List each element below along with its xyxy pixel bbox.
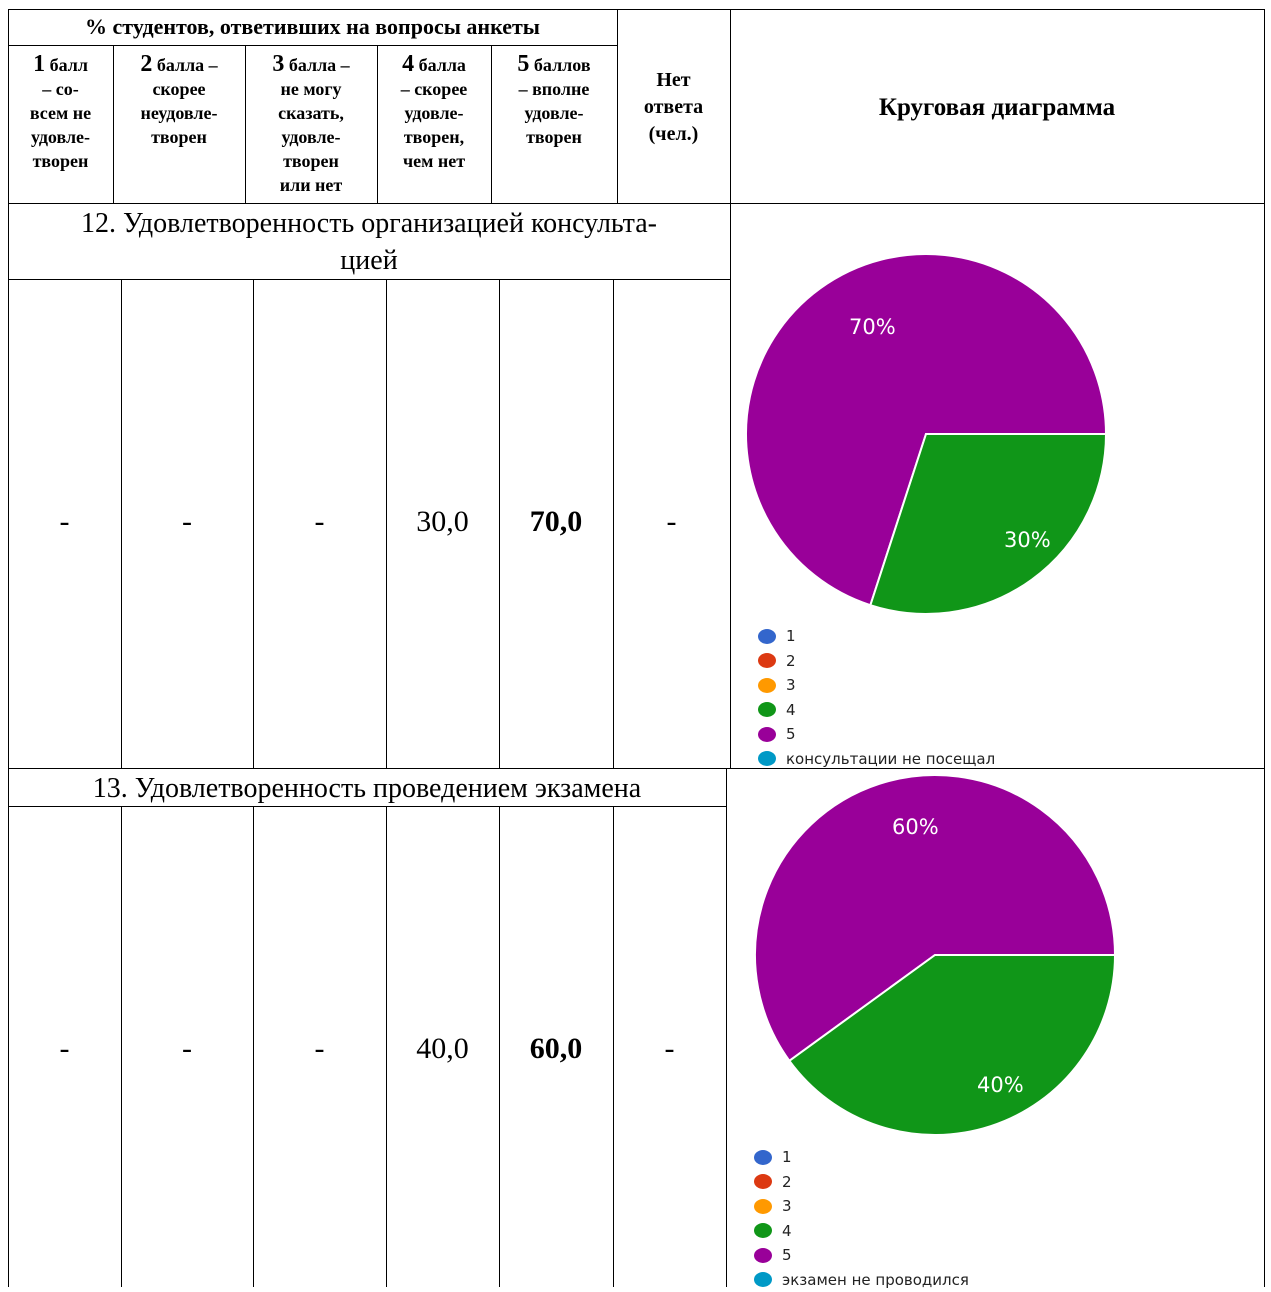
legend-item: 5 <box>754 1243 969 1268</box>
legend-dot-icon <box>754 1223 772 1238</box>
legend-dot-icon <box>754 1248 772 1263</box>
column-header-4: 4 балла – скорее удовле- творен, чем нет <box>377 52 491 173</box>
legend-label: экзамен не проводился <box>782 1271 969 1289</box>
pie-slice-label: 60% <box>892 815 939 839</box>
value-cell: 40,0 <box>386 1032 499 1066</box>
value-cell-max: 60,0 <box>499 1032 613 1066</box>
legend-item: 5 <box>758 722 995 747</box>
legend-dot-icon <box>758 653 776 668</box>
legend-dot-icon <box>758 702 776 717</box>
legend-dot-icon <box>754 1272 772 1287</box>
percent-header: % студентов, ответивших на вопросы анкет… <box>8 13 617 41</box>
value-cell: - <box>8 1032 121 1066</box>
legend-label: 1 <box>782 1148 792 1166</box>
column-header-5: 5 баллов – вполне удовле- творен <box>491 52 617 149</box>
value-cell: - <box>613 1032 726 1066</box>
legend-label: 5 <box>786 725 796 743</box>
legend-item: 2 <box>754 1170 969 1195</box>
legend-item: 1 <box>754 1145 969 1170</box>
legend-label: консультации не посещал <box>786 750 995 768</box>
value-cell: - <box>121 1032 253 1066</box>
legend-label: 3 <box>786 676 796 694</box>
pie-slice-label: 70% <box>849 315 896 339</box>
pie-slice-label: 40% <box>977 1073 1024 1097</box>
pie-chart-exam: 60% 40% <box>727 769 1263 1144</box>
legend-item: 4 <box>758 698 995 723</box>
legend-item: 2 <box>758 649 995 674</box>
legend-label: 5 <box>782 1246 792 1264</box>
pie-slice-label: 30% <box>1004 528 1051 552</box>
legend-label: 2 <box>782 1173 792 1191</box>
legend-dot-icon <box>754 1150 772 1165</box>
legend-dot-icon <box>754 1174 772 1189</box>
legend-dot-icon <box>758 629 776 644</box>
value-cell-max: 70,0 <box>499 505 613 539</box>
value-cell: 30,0 <box>386 505 499 539</box>
legend-item: 3 <box>758 673 995 698</box>
value-cell: - <box>253 505 386 539</box>
legend-item: 4 <box>754 1219 969 1244</box>
legend-label: 1 <box>786 627 796 645</box>
section-12-title: 12. Удовлетворенность организацией консу… <box>8 205 730 279</box>
legend-label: 3 <box>782 1197 792 1215</box>
value-cell: - <box>253 1032 386 1066</box>
legend-item: 3 <box>754 1194 969 1219</box>
pie-chart-consultation: 70% 30% <box>731 204 1263 624</box>
legend-label: 4 <box>782 1222 792 1240</box>
pie-legend-exam: 1 2 3 4 5 экзамен не проводился <box>754 1145 969 1292</box>
value-cell: - <box>8 505 121 539</box>
column-header-2: 2 балла – скорее неудовле- творен <box>113 52 245 149</box>
value-cell: - <box>613 505 730 539</box>
value-cell: - <box>121 505 253 539</box>
legend-label: 4 <box>786 701 796 719</box>
legend-item: консультации не посещал <box>758 747 995 772</box>
legend-item: экзамен не проводился <box>754 1268 969 1292</box>
pie-chart-header: Круговая диаграмма <box>730 92 1264 124</box>
column-header-1: 1 балл – со- всем не удовле- творен <box>8 52 113 173</box>
legend-dot-icon <box>754 1199 772 1214</box>
legend-label: 2 <box>786 652 796 670</box>
legend-item: 1 <box>758 624 995 649</box>
legend-dot-icon <box>758 727 776 742</box>
pie-legend-consultation: 1 2 3 4 5 консультации не посещал <box>758 624 995 771</box>
section-13-title: 13. Удовлетворенность проведением экзаме… <box>8 770 726 807</box>
column-header-3: 3 балла – не могу сказать, удовле- творе… <box>245 52 377 197</box>
legend-dot-icon <box>758 678 776 693</box>
legend-dot-icon <box>758 751 776 766</box>
no-answer-header: Нет ответа (чел.) <box>617 67 730 148</box>
